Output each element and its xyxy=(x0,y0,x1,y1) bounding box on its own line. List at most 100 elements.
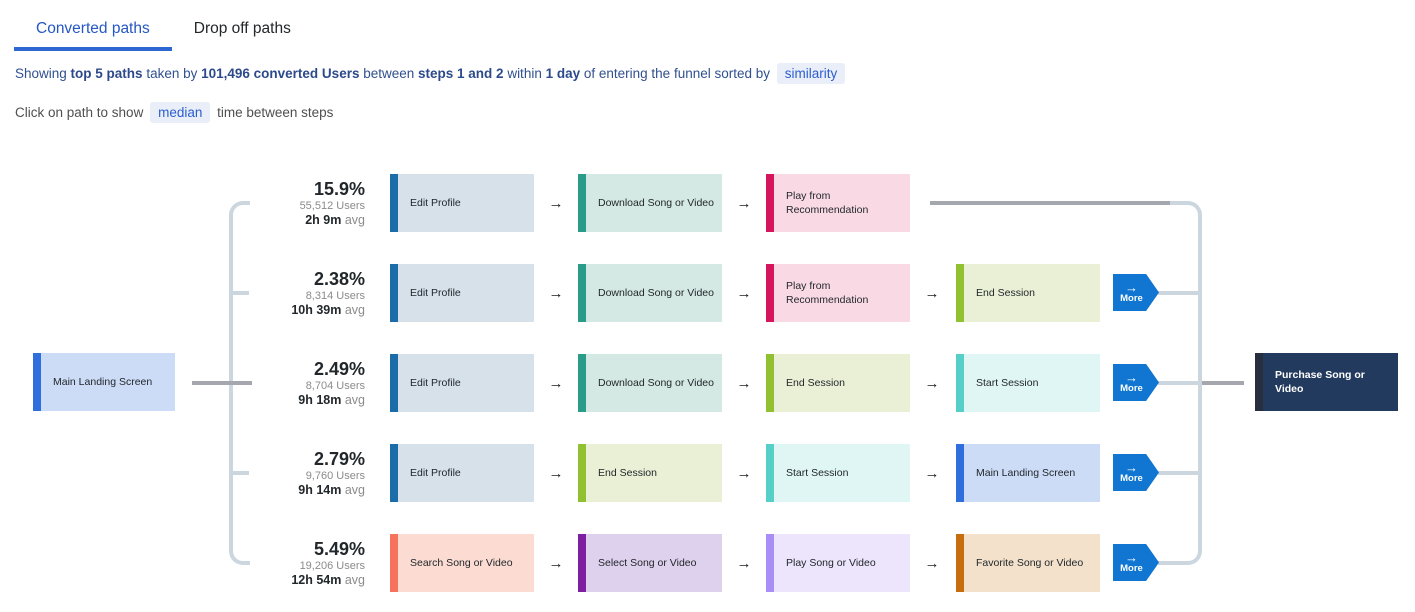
source-node[interactable]: Main Landing Screen xyxy=(33,353,175,411)
path-avg-time: 9h 18m avg xyxy=(298,392,365,407)
path-stats: 2.79% 9,760 Users 9h 14m avg xyxy=(235,444,365,502)
step-label: Play from Recommendation xyxy=(786,189,869,216)
path-step-node[interactable]: Play from Recommendation xyxy=(766,174,910,232)
path-stats: 2.38% 8,314 Users 10h 39m avg xyxy=(235,264,365,322)
path-stats: 5.49% 19,206 Users 12h 54m avg xyxy=(235,534,365,592)
step-label: Main Landing Screen xyxy=(976,466,1076,479)
step-label: Start Session xyxy=(976,376,1039,389)
path-stats: 2.49% 8,704 Users 9h 18m avg xyxy=(235,354,365,412)
more-label: More xyxy=(1120,472,1143,484)
more-button[interactable]: → More xyxy=(1113,364,1159,401)
path-step-node[interactable]: Edit Profile xyxy=(390,174,534,232)
path-users: 9,760 Users xyxy=(305,469,365,482)
path1-connector-line xyxy=(930,201,1174,205)
path-step-node[interactable]: End Session xyxy=(578,444,722,502)
path-step-node[interactable]: End Session xyxy=(956,264,1100,322)
more-button[interactable]: → More xyxy=(1113,274,1159,311)
step-label: Favorite Song or Video xyxy=(976,556,1084,569)
tabs-bar: Converted paths Drop off paths xyxy=(14,10,313,51)
path-row[interactable]: 2.79% 9,760 Users 9h 14m avg Edit Profile → E… xyxy=(0,444,1415,502)
path-step-node[interactable]: Play Song or Video xyxy=(766,534,910,592)
step-label: Play from Recommendation xyxy=(786,279,869,306)
path-percent: 2.49% xyxy=(313,358,365,379)
arrow-right-icon: → xyxy=(924,374,940,392)
path-step-node[interactable]: Download Song or Video xyxy=(578,174,722,232)
more-button[interactable]: → More xyxy=(1113,544,1159,581)
path-step-node[interactable]: Favorite Song or Video xyxy=(956,534,1100,592)
path-row[interactable]: 2.49% 8,704 Users 9h 18m avg Edit Profile → D… xyxy=(0,354,1415,412)
arrow-right-icon: → xyxy=(548,464,564,482)
target-node[interactable]: Purchase Song or Video xyxy=(1255,353,1398,411)
arrow-right-icon: → xyxy=(548,194,564,212)
arrow-right-icon: → xyxy=(924,284,940,302)
path-step-node[interactable]: End Session xyxy=(766,354,910,412)
path-percent: 15.9% xyxy=(313,178,365,199)
arrow-right-icon: → xyxy=(548,284,564,302)
path-step-node[interactable]: Download Song or Video xyxy=(578,354,722,412)
path-row[interactable]: 5.49% 19,206 Users 12h 54m avg Search Song … xyxy=(0,534,1415,592)
arrow-right-icon: → xyxy=(736,464,752,482)
path-step-node[interactable]: Edit Profile xyxy=(390,444,534,502)
more-button[interactable]: → More xyxy=(1113,454,1159,491)
path-step-node[interactable]: Play from Recommendation xyxy=(766,264,910,322)
target-node-label: Purchase Song or Video xyxy=(1275,368,1365,395)
more-label: More xyxy=(1120,292,1143,304)
arrow-right-icon: → xyxy=(924,464,940,482)
connector-stub xyxy=(1158,291,1198,295)
path-step-node[interactable]: Start Session xyxy=(956,354,1100,412)
path-step-node[interactable]: Download Song or Video xyxy=(578,264,722,322)
path-step-node[interactable]: Edit Profile xyxy=(390,264,534,322)
path-step-node[interactable]: Main Landing Screen xyxy=(956,444,1100,502)
arrow-right-icon: → xyxy=(1125,279,1138,295)
step-label: Start Session xyxy=(786,466,849,479)
path-step-node[interactable]: Search Song or Video xyxy=(390,534,534,592)
path-percent: 2.38% xyxy=(313,268,365,289)
arrow-right-icon: → xyxy=(736,284,752,302)
step-label: End Session xyxy=(786,376,845,389)
path-percent: 5.49% xyxy=(313,538,365,559)
more-label: More xyxy=(1120,562,1143,574)
arrow-right-icon: → xyxy=(736,194,752,212)
step-label: Search Song or Video xyxy=(410,556,513,569)
path-avg-time: 9h 14m avg xyxy=(298,482,365,497)
path-avg-time: 10h 39m avg xyxy=(291,302,365,317)
similarity-selector[interactable]: similarity xyxy=(776,63,846,84)
path-users: 19,206 Users xyxy=(299,559,365,572)
summary-text: Showing top 5 paths taken by 101,496 con… xyxy=(15,63,848,84)
step-label: Select Song or Video xyxy=(598,556,697,569)
arrow-right-icon: → xyxy=(548,554,564,572)
path-stats: 15.9% 55,512 Users 2h 9m avg xyxy=(235,174,365,232)
path-step-node[interactable]: Start Session xyxy=(766,444,910,502)
source-connector-line xyxy=(192,381,252,385)
connector-stub xyxy=(1158,471,1198,475)
connector-stub xyxy=(229,471,249,475)
arrow-right-icon: → xyxy=(736,554,752,572)
connector-stub xyxy=(1158,381,1198,385)
arrow-right-icon: → xyxy=(924,554,940,572)
path-users: 55,512 Users xyxy=(299,199,365,212)
right-branch-connector xyxy=(1170,201,1202,565)
arrow-right-icon: → xyxy=(1125,459,1138,475)
source-node-label: Main Landing Screen xyxy=(53,375,153,388)
step-label: Edit Profile xyxy=(410,286,461,299)
step-label: End Session xyxy=(976,286,1035,299)
path-step-node[interactable]: Edit Profile xyxy=(390,354,534,412)
step-label: End Session xyxy=(598,466,657,479)
tab-drop-off-paths[interactable]: Drop off paths xyxy=(193,20,291,37)
median-selector[interactable]: median xyxy=(150,102,211,123)
path-row[interactable]: 15.9% 55,512 Users 2h 9m avg Edit Profile → D… xyxy=(0,174,1415,232)
arrow-right-icon: → xyxy=(548,374,564,392)
path-row[interactable]: 2.38% 8,314 Users 10h 39m avg Edit Profile →… xyxy=(0,264,1415,322)
tab-converted-paths[interactable]: Converted paths xyxy=(14,10,172,51)
arrow-right-icon: → xyxy=(1125,369,1138,385)
arrow-right-icon: → xyxy=(736,374,752,392)
connector-stub xyxy=(229,291,249,295)
step-label: Edit Profile xyxy=(410,196,461,209)
step-label: Download Song or Video xyxy=(598,376,714,389)
hint-text: Click on path to show median time betwee… xyxy=(15,102,333,123)
path-step-node[interactable]: Select Song or Video xyxy=(578,534,722,592)
path-users: 8,314 Users xyxy=(305,289,365,302)
step-label: Download Song or Video xyxy=(598,286,714,299)
step-label: Edit Profile xyxy=(410,466,461,479)
